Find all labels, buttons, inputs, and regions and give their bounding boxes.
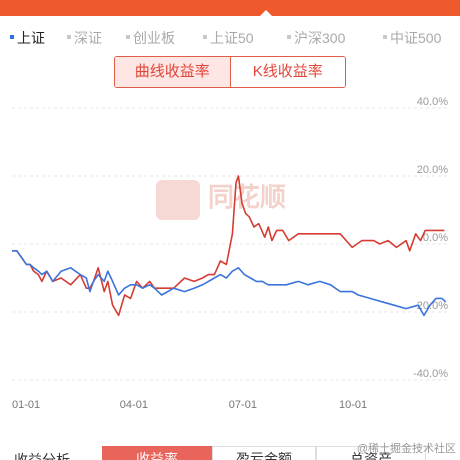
bullet-icon [67, 35, 71, 40]
portfolio-return-line [12, 175, 445, 317]
bullet-icon [10, 35, 14, 40]
bullet-icon [287, 35, 291, 40]
bottom-tab-total-assets[interactable]: 总资产 [316, 446, 426, 460]
index-tab-csi500[interactable]: 中证500 [383, 26, 441, 50]
index-tab-sse50[interactable]: 上证50 [203, 26, 254, 50]
bottom-analysis-row: 收益分析 收益率 盈亏金额 总资产 [0, 444, 460, 460]
kline-return-button[interactable]: K线收益率 [229, 57, 345, 87]
bullet-icon [203, 35, 207, 40]
index-tab-chinext[interactable]: 创业板 [126, 26, 175, 50]
index-tab-label: 上证50 [210, 30, 254, 46]
x-tick-label: 04-01 [120, 399, 148, 411]
chart-mode-toggle: 曲线收益率 K线收益率 [114, 56, 346, 88]
bullet-icon [383, 35, 387, 40]
y-tick-label: 40.0% [417, 96, 448, 108]
x-tick-label: 07-01 [229, 399, 257, 411]
return-chart: 同花顺 40.0% 20.0% 0.0% -20.0% -40.0% 01-01 04-01… [0, 96, 460, 416]
y-tick-label: 0.0% [423, 232, 448, 244]
index-tab-label: 创业板 [133, 30, 175, 46]
index-tab-label: 深证 [74, 30, 102, 46]
index-return-line [12, 250, 447, 317]
bottom-tab-return-rate[interactable]: 收益率 [102, 446, 212, 460]
watermark-badge-icon [156, 180, 200, 220]
index-tab-bar: 上证 深证 创业板 上证50 沪深300 中证500 [0, 26, 460, 50]
return-chart-svg: 同花顺 40.0% 20.0% 0.0% -20.0% -40.0% 01-01 04-01… [12, 96, 448, 411]
x-tick-label: 10-01 [339, 399, 367, 411]
bottom-tab-profit-amount[interactable]: 盈亏金额 [212, 446, 316, 460]
x-tick-label: 01-01 [12, 399, 40, 411]
index-tab-shenzhen[interactable]: 深证 [67, 26, 102, 50]
index-tab-label: 上证 [17, 30, 45, 46]
index-tab-label: 沪深300 [294, 30, 346, 46]
watermark-text: 同花顺 [208, 182, 286, 212]
index-tab-shanghai[interactable]: 上证 [10, 26, 45, 50]
y-tick-label: -40.0% [413, 368, 448, 380]
footer-watermark: @稀土掘金技术社区 [356, 443, 456, 455]
index-tab-csi300[interactable]: 沪深300 [287, 26, 345, 50]
bullet-icon [126, 35, 130, 40]
y-tick-label: -20.0% [413, 300, 448, 312]
header-notch-indicator [260, 10, 272, 16]
y-tick-label: 20.0% [417, 164, 448, 176]
index-tab-label: 中证500 [390, 30, 442, 46]
curve-return-button[interactable]: 曲线收益率 [115, 57, 230, 87]
top-header-bar [0, 0, 460, 16]
return-analysis-label: 收益分析 [14, 452, 70, 460]
watermark-logo: 同花顺 [156, 180, 286, 220]
